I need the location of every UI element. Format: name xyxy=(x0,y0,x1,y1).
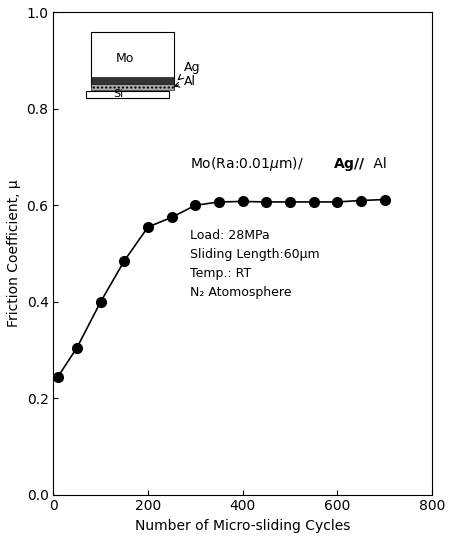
Bar xyxy=(85,91,168,98)
X-axis label: Number of Micro-sliding Cycles: Number of Micro-sliding Cycles xyxy=(135,519,350,533)
Text: Al: Al xyxy=(174,75,196,88)
Text: $\bf{Ag//}$: $\bf{Ag//}$ xyxy=(333,156,365,173)
Text: Ag: Ag xyxy=(178,61,200,79)
Text: Mo(Ra:0.01$\mu$m)/: Mo(Ra:0.01$\mu$m)/ xyxy=(189,156,303,173)
Text: Load: 28MPa
Sliding Length:60μm
Temp.: RT
N₂ Atomosphere: Load: 28MPa Sliding Length:60μm Temp.: R… xyxy=(189,230,318,300)
Bar xyxy=(91,77,174,87)
Bar xyxy=(91,32,174,87)
Text: Al: Al xyxy=(368,157,387,171)
Text: Mo: Mo xyxy=(115,52,133,65)
Y-axis label: Friction Coefficient, μ: Friction Coefficient, μ xyxy=(7,180,21,327)
Text: Si: Si xyxy=(114,90,124,99)
Bar xyxy=(91,84,174,90)
